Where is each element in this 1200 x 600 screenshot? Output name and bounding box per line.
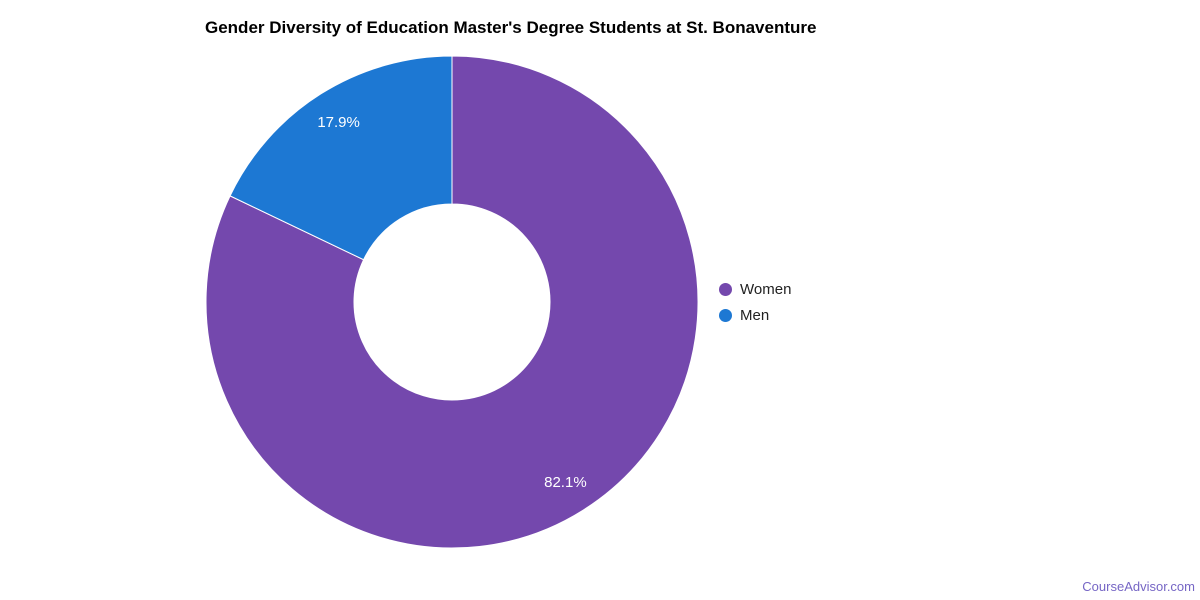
legend-label-men: Men [740,306,770,324]
legend-label-women: Women [740,280,792,298]
legend: Women Men [719,276,791,328]
chart-title: Gender Diversity of Education Master's D… [205,18,817,37]
watermark[interactable]: CourseAdvisor.com [1082,579,1195,594]
slice-label-men: 17.9% [317,114,360,131]
pie-slice-women[interactable] [205,55,699,549]
legend-swatch-women-icon [719,282,732,296]
legend-swatch-men-icon [719,308,732,322]
slice-label-women: 82.1% [544,474,587,491]
pie-slice-men[interactable] [229,55,453,261]
legend-item-men[interactable]: Men [719,302,791,328]
legend-item-women[interactable]: Women [719,276,791,302]
